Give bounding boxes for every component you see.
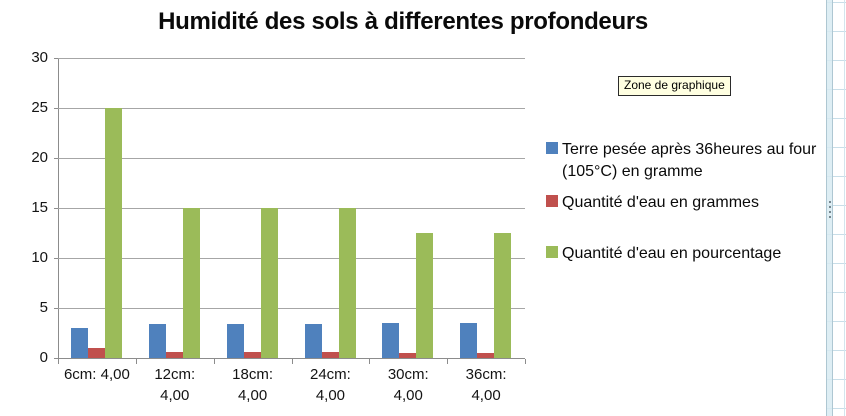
- legend-swatch-red: [546, 195, 558, 207]
- legend-label: Quantité d'eau en pourcentage: [562, 245, 782, 262]
- bar-blue-c2[interactable]: [148, 324, 166, 358]
- bar-green-c5[interactable]: [416, 233, 434, 358]
- x-axis-label: 12cm: 4,00: [154, 366, 196, 404]
- bar-green-c4[interactable]: [338, 208, 356, 358]
- y-axis-tick: [54, 108, 58, 109]
- y-axis-tick: [54, 58, 58, 59]
- chart-area[interactable]: Humidité des sols à differentes profonde…: [0, 0, 826, 416]
- x-axis-label: 18cm: 4,00: [232, 366, 273, 404]
- bar-red-c4[interactable]: [321, 352, 339, 358]
- y-axis-label: 30: [31, 49, 48, 66]
- x-axis-tick: [447, 359, 448, 364]
- bar-blue-c5[interactable]: [382, 323, 400, 358]
- bar-red-c1[interactable]: [88, 348, 105, 358]
- chart-title[interactable]: Humidité des sols à differentes profonde…: [158, 8, 648, 35]
- bar-red-c3[interactable]: [243, 352, 261, 358]
- x-axis-tick: [525, 359, 526, 364]
- grip-dot: [829, 206, 831, 208]
- x-axis-label: 30cm: 4,00: [387, 366, 429, 404]
- gridline: [58, 258, 525, 259]
- y-axis-label: 20: [31, 149, 48, 166]
- gridline: [58, 208, 525, 209]
- legend-label: Quantité d'eau en grammes: [562, 194, 759, 211]
- legend-label: Terre pesée après 36heures au four (105°C…: [562, 141, 817, 180]
- gridline: [58, 108, 525, 109]
- y-axis-label: 0: [39, 349, 48, 366]
- y-axis-label: 15: [31, 199, 48, 216]
- bar-red-c6[interactable]: [477, 353, 495, 358]
- gridline: [58, 158, 525, 159]
- bar-green-c6[interactable]: [494, 233, 512, 358]
- bar-green-c3[interactable]: [260, 208, 278, 358]
- gridline: [58, 308, 525, 309]
- bar-blue-c6[interactable]: [460, 323, 478, 358]
- worksheet-column-gridline: [844, 0, 845, 416]
- y-axis-tick: [54, 258, 58, 259]
- bar-green-c1[interactable]: [105, 108, 122, 358]
- y-axis-label: 25: [31, 99, 48, 116]
- y-axis-tick: [54, 208, 58, 209]
- y-axis-label: 10: [31, 249, 48, 266]
- legend-item-terre-pesee[interactable]: Terre pesée après 36heures au four (105°C…: [546, 139, 838, 183]
- x-axis-label: 6cm: 4,00: [63, 366, 130, 383]
- legend-swatch-blue: [546, 142, 558, 154]
- grip-dot: [829, 201, 831, 203]
- x-axis-label: 24cm: 4,00: [309, 366, 351, 404]
- bar-red-c5[interactable]: [399, 353, 417, 358]
- x-axis-tick: [292, 359, 293, 364]
- grip-dot: [829, 216, 831, 218]
- y-axis-tick: [54, 158, 58, 159]
- grip-dot: [829, 211, 831, 213]
- bar-blue-c1[interactable]: [71, 328, 88, 358]
- x-axis-line: [54, 358, 525, 359]
- worksheet-sliver: [826, 0, 846, 416]
- x-axis-tick: [136, 359, 137, 364]
- chart-area-tooltip: Zone de graphique: [618, 76, 731, 96]
- x-axis-tick: [58, 359, 59, 364]
- legend-item-eau-grammes[interactable]: Quantité d'eau en grammes: [546, 192, 838, 214]
- scrollbar-strip[interactable]: [826, 0, 833, 416]
- gridline: [58, 58, 525, 59]
- legend-item-eau-pourcentage[interactable]: Quantité d'eau en pourcentage: [546, 243, 838, 265]
- bar-green-c2[interactable]: [182, 208, 200, 358]
- y-axis-label: 5: [39, 299, 48, 316]
- bar-blue-c3[interactable]: [226, 324, 244, 358]
- x-axis-tick: [214, 359, 215, 364]
- legend-swatch-green: [546, 246, 558, 258]
- x-axis-label: 36cm: 4,00: [465, 366, 507, 404]
- y-axis-tick: [54, 308, 58, 309]
- bar-red-c2[interactable]: [165, 352, 183, 358]
- bar-blue-c4[interactable]: [304, 324, 322, 358]
- x-axis-tick: [369, 359, 370, 364]
